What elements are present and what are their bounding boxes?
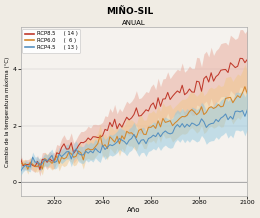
X-axis label: Año: Año [127,207,141,213]
Text: MIÑO-SIL: MIÑO-SIL [106,7,154,15]
Y-axis label: Cambio de la temperatura máxima (°C): Cambio de la temperatura máxima (°C) [5,56,10,167]
Legend: RCP8.5     ( 14 ), RCP6.0     (  6 ), RCP4.5     ( 13 ): RCP8.5 ( 14 ), RCP6.0 ( 6 ), RCP4.5 ( 13… [22,29,81,53]
Title: ANUAL: ANUAL [122,20,146,26]
